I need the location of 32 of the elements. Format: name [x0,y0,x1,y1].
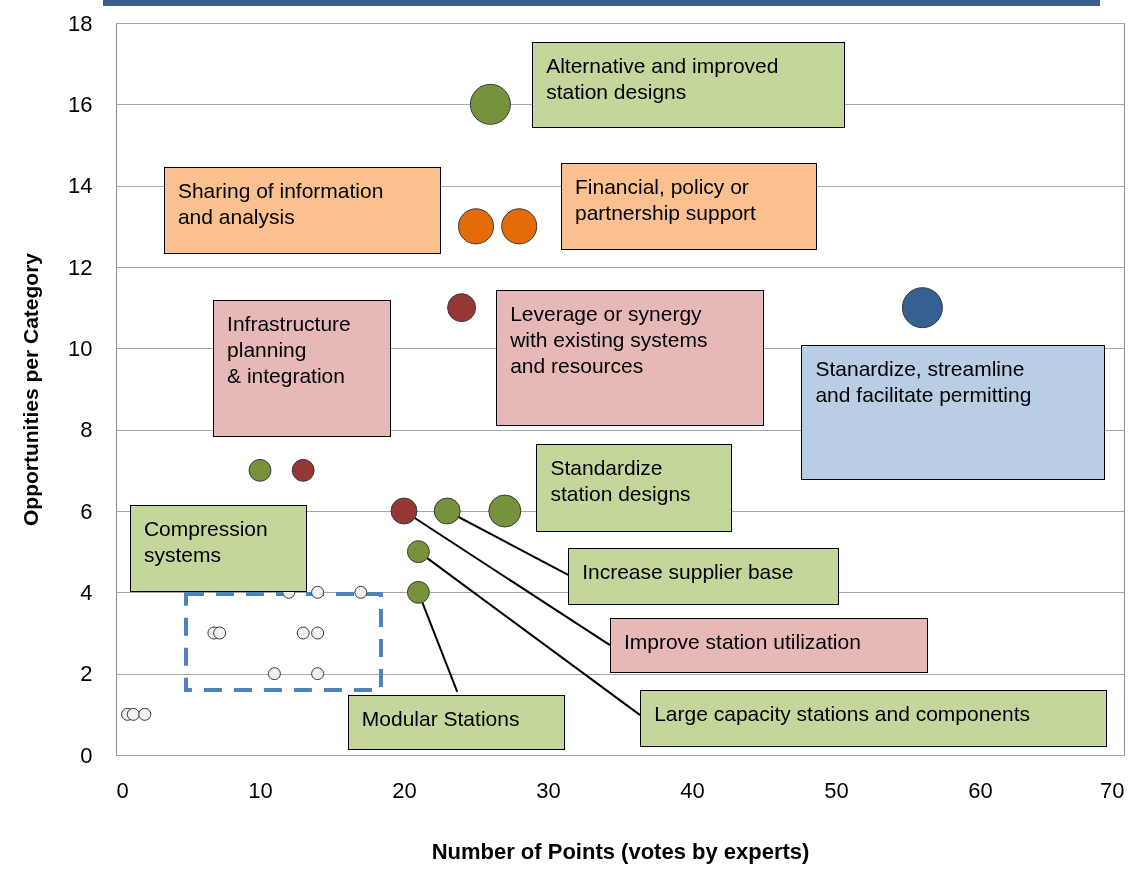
y-tick-label: 4 [80,579,93,605]
y-axis-title: Opportunities per Category [19,252,43,527]
annotation: Increase supplier base [581,559,795,585]
annotation: Compression systems [142,515,269,568]
x-tick-label: 0 [116,777,129,803]
y-tick-label: 8 [80,417,93,443]
x-tick-label: 50 [824,777,849,803]
annotation: Financial, policy or partnership support [573,173,757,226]
annotation: Modular Stations [360,705,521,732]
x-tick-label: 40 [680,777,705,803]
x-tick-label: 30 [536,777,561,803]
y-tick-label: 10 [68,335,93,361]
annotation: Standardize station designs [549,454,692,507]
x-tick-label: 60 [968,777,993,803]
annotation: Leverage or synergy with existing systems and resources [509,301,709,380]
annotation: Infrastructure planning & integration [226,310,352,389]
y-tick-label: 6 [80,498,93,524]
x-axis-title: Number of Points (votes by experts) [431,838,810,864]
annotation: Stanardize, streamline and facilitate permitting [814,356,1033,409]
y-tick-label: 0 [80,742,93,768]
x-tick-label: 10 [248,777,273,803]
annotation: Sharing of information and analysis [176,177,385,230]
x-tick-label: 20 [392,777,417,803]
annotation: Alternative and improved station designs [545,53,780,106]
y-tick-label: 2 [80,661,93,687]
y-tick-label: 16 [68,91,93,117]
annotation: Improve station utilization [622,628,862,655]
annotation: Large capacity stations and components [653,700,1032,727]
y-tick-label: 12 [68,254,93,280]
y-tick-label: 14 [68,173,93,199]
x-tick-label: 70 [1100,777,1125,803]
y-tick-label: 18 [68,10,93,36]
